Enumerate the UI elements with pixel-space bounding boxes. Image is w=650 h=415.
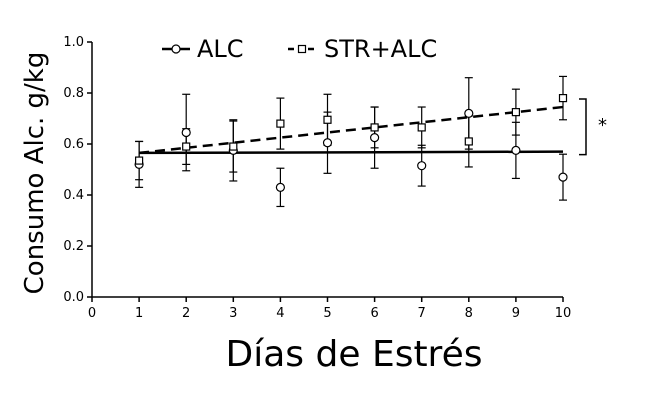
data-point-square <box>182 142 191 151</box>
significance-annotation: * <box>579 98 607 156</box>
y-tick-label: 0.4 <box>63 188 84 203</box>
y-axis-label: Consumo Alc. g/kg <box>20 52 50 295</box>
y-tick-label: 1.0 <box>63 35 84 50</box>
data-point-circle <box>275 182 285 192</box>
data-point-square <box>323 115 332 124</box>
x-tick-label: 8 <box>465 306 473 321</box>
data-points <box>134 93 568 192</box>
data-point-circle <box>181 127 191 138</box>
x-tick-label: 10 <box>555 306 572 321</box>
data-point-square <box>464 137 473 146</box>
x-tick-label: 0 <box>88 306 96 321</box>
x-tick-label: 5 <box>323 306 331 321</box>
data-point-circle <box>511 145 521 155</box>
significance-asterisk: * <box>598 115 607 136</box>
y-tick-label: 0.0 <box>63 290 84 305</box>
y-tick-label: 0.8 <box>63 86 84 101</box>
y-tick-label: 0.2 <box>63 239 84 254</box>
x-axis-label: Días de Estrés <box>226 334 483 375</box>
data-point-square <box>558 93 568 103</box>
x-tick-label: 1 <box>135 306 143 321</box>
data-point-circle <box>370 133 380 143</box>
data-point-square <box>229 142 238 151</box>
data-point-square <box>370 123 379 132</box>
x-tick-label: 7 <box>418 306 426 321</box>
data-point-square <box>417 123 426 132</box>
x-tick-label: 2 <box>182 306 190 321</box>
error-bars <box>135 75 567 208</box>
significance-bracket <box>579 98 587 156</box>
legend-label-alc: ALC <box>197 35 244 63</box>
data-point-square <box>511 108 521 117</box>
y-tick-label: 0.6 <box>63 137 84 152</box>
data-point-square <box>276 119 285 128</box>
legend-marker-alc <box>171 44 181 54</box>
trend-line-1 <box>138 105 564 155</box>
data-point-square <box>135 156 144 165</box>
x-tick-label: 4 <box>276 306 284 321</box>
x-tick-label: 9 <box>512 306 520 321</box>
data-point-circle <box>417 161 427 171</box>
legend-label-str-alc: STR+ALC <box>324 35 437 63</box>
axes: 0.0 0.2 0.4 0.6 0.8 1.0 0 1 2 3 4 5 6 7 8 9 10 <box>63 35 571 321</box>
data-point-circle <box>558 172 568 182</box>
trend-line-0 <box>139 150 564 155</box>
x-tick-label: 6 <box>370 306 378 321</box>
data-point-circle <box>464 108 474 119</box>
trend-lines <box>138 105 564 155</box>
legend-marker-str-alc <box>297 44 307 54</box>
legend: ALC STR+ALC <box>162 35 437 63</box>
data-point-circle <box>322 138 333 148</box>
x-tick-label: 3 <box>229 306 237 321</box>
